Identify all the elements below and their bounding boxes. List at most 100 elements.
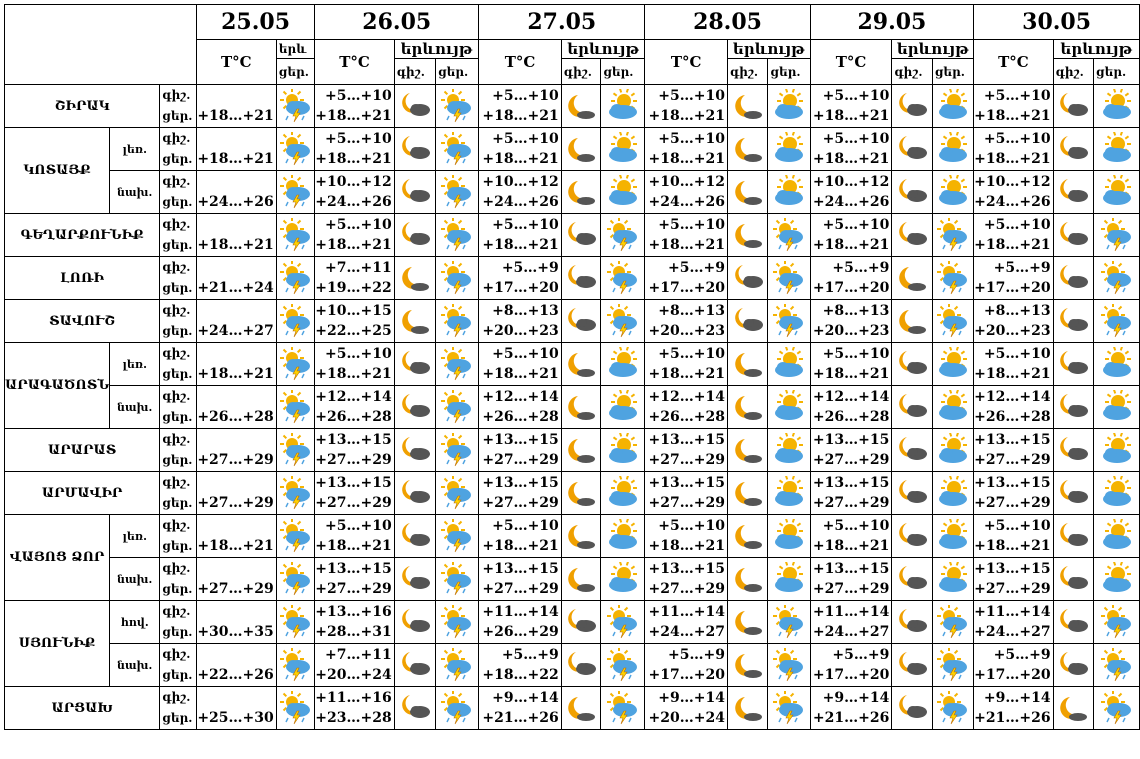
moon-cloud-icon [1060, 179, 1089, 202]
temperature-cell: +10…+12 +24…+26 [973, 170, 1054, 214]
sun-cloud-rain-lightning-icon [279, 605, 310, 639]
subregion-label: նախ. [109, 643, 161, 687]
region-row: ԱՐԱԳԱԾՈՏՆ լեռ. գիշ. ցեր. +18…+21 +5…+10 +18…+… [3, 342, 1140, 429]
night-label: գիշ. [162, 518, 191, 532]
weather-icon-cell [726, 600, 769, 644]
weather-icon-cell [600, 256, 646, 300]
weather-icon-cell [931, 643, 975, 687]
weather-icon-cell [435, 299, 480, 343]
temperature-cell: +13…+15 +27…+29 [314, 471, 395, 515]
weather-icon-cell [1052, 600, 1095, 644]
weather-icon-cell [435, 428, 480, 472]
day-temp: +18…+21 [974, 237, 1051, 253]
night-temp [197, 516, 273, 536]
night-temp: +5…+9 [993, 647, 1051, 663]
forecast-table: 25.05 26.05 27.05 28.05 29.05 30.05 T°C ե… [3, 4, 1140, 730]
moon-cloud-icon [402, 179, 430, 202]
weather-icon-cell [1052, 643, 1095, 687]
temperature-cell: +30…+35 [195, 600, 277, 644]
weather-icon-cell [600, 557, 646, 601]
night-temp: +13…+15 [482, 561, 559, 577]
sun-cloud-icon [1102, 562, 1131, 592]
sun-cloud-icon [1102, 476, 1131, 506]
night-temp: +5…+10 [325, 88, 392, 104]
phenomenon-header: երևույթ [560, 39, 646, 59]
time-of-day-labels: գիշ. ցեր. [159, 213, 197, 257]
night-temp: +13…+15 [315, 432, 392, 448]
day-temp: +17…+20 [974, 280, 1051, 296]
day-temp: +27…+29 [197, 495, 274, 511]
weather-icon-cell [891, 213, 933, 257]
day-temp: +18…+21 [482, 538, 559, 554]
weather-icon-cell [931, 428, 975, 472]
moon-icon [568, 95, 596, 119]
temperature-cell: +27…+29 [195, 428, 277, 472]
sun-cloud-icon [608, 476, 637, 506]
sun-cloud-icon [938, 390, 967, 420]
weather-icon-cell [560, 686, 602, 730]
sun-cloud-rain-lightning-icon [441, 347, 472, 381]
temperature-cell: +5…+10 +18…+21 [973, 342, 1054, 386]
day-label: ցեր. [162, 453, 193, 467]
day-temp: +18…+21 [197, 108, 274, 124]
sun-cloud-icon [608, 89, 637, 119]
temperature-cell: +9…+14 +21…+26 [478, 686, 562, 730]
weather-icon-cell [600, 170, 646, 214]
region-row: ԿՈՏԱՅՔ լեռ. գիշ. ցեր. +18…+21 +5…+10 +18…+21 +… [3, 127, 1140, 214]
sun-cloud-rain-lightning-icon [441, 175, 472, 209]
sun-cloud-rain-lightning-icon [1100, 605, 1131, 639]
temperature-cell: +22…+26 [195, 643, 277, 687]
moon-cloud-icon [899, 566, 928, 589]
weather-icon-cell [560, 127, 602, 171]
night-temp: +5…+10 [983, 346, 1051, 362]
temperature-cell: +10…+12 +24…+26 [478, 170, 562, 214]
moon-cloud-icon [734, 265, 763, 288]
weather-icon-cell [1093, 299, 1140, 343]
day-temp: +26…+28 [315, 409, 392, 425]
weather-icon-cell [600, 299, 646, 343]
day-temp: +24…+26 [974, 194, 1051, 210]
temperature-cell: +9…+14 +20…+24 [644, 686, 728, 730]
sun-cloud-rain-lightning-icon [936, 261, 967, 295]
sun-cloud-icon [775, 132, 804, 162]
day-label: ցեր. [162, 195, 193, 209]
sun-cloud-icon [938, 562, 967, 592]
weather-icon-cell [767, 342, 811, 386]
sun-cloud-icon [775, 519, 804, 549]
day-temp: +18…+21 [812, 538, 890, 554]
night-temp: +7…+11 [325, 260, 392, 276]
day-temp: +18…+21 [197, 366, 274, 382]
night-temp: +5…+10 [983, 88, 1051, 104]
weather-icon-cell [1093, 686, 1140, 730]
temperature-cell: +13…+15 +27…+29 [644, 471, 728, 515]
weather-icon-cell [275, 127, 316, 171]
day-header: ցեր. [275, 58, 316, 85]
night-temp: +5…+10 [325, 131, 392, 147]
night-temp: +5…+10 [492, 88, 559, 104]
sun-cloud-rain-lightning-icon [279, 691, 310, 725]
day-temp: +27…+29 [648, 452, 725, 468]
night-label: գիշ. [162, 690, 191, 704]
moon-cloud-icon [899, 351, 928, 374]
day-label: ցեր. [162, 668, 193, 682]
weather-icon-cell [1093, 643, 1140, 687]
weather-icon-cell [1052, 342, 1095, 386]
weather-icon-cell [275, 256, 316, 300]
weather-icon-cell [931, 213, 975, 257]
temp-header: T°C [195, 39, 277, 85]
night-temp: +12…+14 [315, 389, 392, 405]
day-temp: +18…+21 [315, 538, 392, 554]
temperature-cell: +12…+14 +26…+28 [644, 385, 728, 429]
weather-icon-cell [435, 514, 480, 558]
weather-icon-cell [600, 342, 646, 386]
night-temp: +5…+9 [501, 260, 559, 276]
day-temp: +18…+21 [482, 151, 559, 167]
day-temp: +18…+21 [315, 108, 392, 124]
temperature-cell: +10…+12 +24…+26 [809, 170, 893, 214]
weather-icon-cell [891, 385, 933, 429]
temperature-cell: +5…+10 +18…+21 [478, 514, 562, 558]
time-of-day-labels: գիշ. ցեր. [159, 84, 197, 128]
temperature-cell: +10…+15 +22…+25 [314, 299, 395, 343]
weather-icon-cell [600, 385, 646, 429]
sun-cloud-rain-lightning-icon [773, 304, 804, 338]
